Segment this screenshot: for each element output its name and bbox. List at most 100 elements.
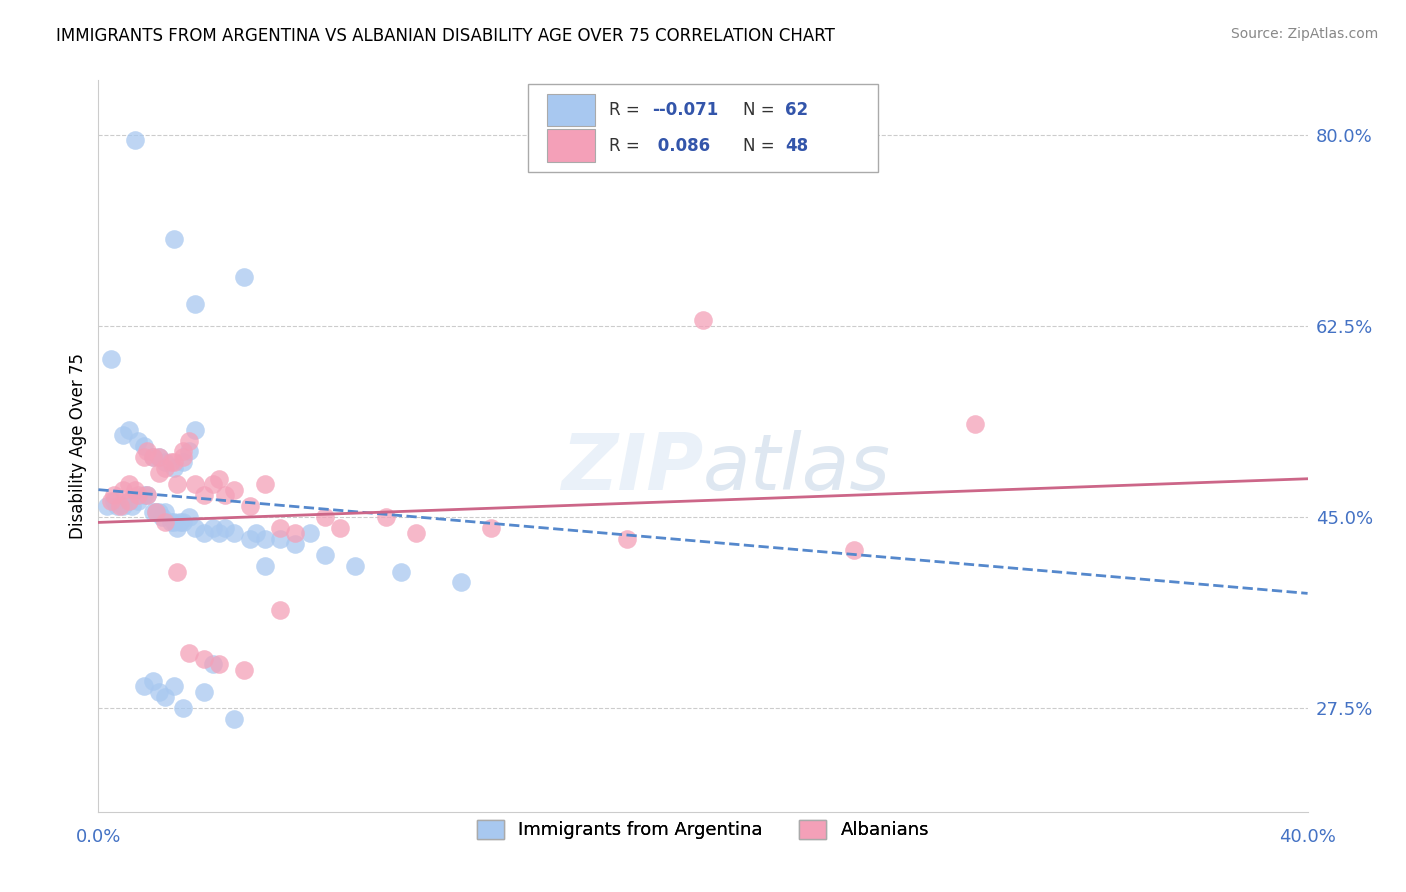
Text: 40.0%: 40.0% xyxy=(1279,828,1336,847)
Text: ZIP: ZIP xyxy=(561,430,703,506)
Point xyxy=(172,450,194,464)
Point xyxy=(166,521,188,535)
Point xyxy=(253,559,276,574)
Point xyxy=(450,575,472,590)
Point xyxy=(179,510,201,524)
Point xyxy=(142,450,165,464)
Point xyxy=(184,521,207,535)
Point xyxy=(111,428,134,442)
Point xyxy=(253,477,276,491)
Point xyxy=(193,652,215,666)
Legend: Immigrants from Argentina, Albanians: Immigrants from Argentina, Albanians xyxy=(470,813,936,847)
Point xyxy=(616,532,638,546)
Point xyxy=(118,493,141,508)
Point xyxy=(132,679,155,693)
Point xyxy=(481,521,503,535)
Point xyxy=(184,477,207,491)
Point xyxy=(142,673,165,688)
Point xyxy=(124,133,146,147)
Point xyxy=(127,493,149,508)
Text: 0.0%: 0.0% xyxy=(76,828,121,847)
Point xyxy=(148,684,170,698)
Point xyxy=(299,526,322,541)
Point xyxy=(389,565,412,579)
Text: IMMIGRANTS FROM ARGENTINA VS ALBANIAN DISABILITY AGE OVER 75 CORRELATION CHART: IMMIGRANTS FROM ARGENTINA VS ALBANIAN DI… xyxy=(56,27,835,45)
Point xyxy=(232,663,254,677)
Point xyxy=(142,504,165,518)
Point xyxy=(844,542,866,557)
Point xyxy=(145,504,167,518)
Point xyxy=(96,499,118,513)
Point xyxy=(208,472,231,486)
Point xyxy=(193,684,215,698)
Point xyxy=(153,455,176,469)
Point xyxy=(208,526,231,541)
Point xyxy=(172,444,194,458)
Point xyxy=(214,521,236,535)
Point xyxy=(224,526,246,541)
Point xyxy=(269,603,291,617)
Point xyxy=(314,548,336,562)
Point xyxy=(142,450,165,464)
Point xyxy=(253,532,276,546)
Point xyxy=(179,434,201,448)
Text: N =: N = xyxy=(742,136,780,154)
Point xyxy=(269,521,291,535)
Point xyxy=(135,488,157,502)
Point xyxy=(148,504,170,518)
FancyBboxPatch shape xyxy=(527,84,879,171)
Point xyxy=(172,701,194,715)
Point xyxy=(179,647,201,661)
Point xyxy=(329,521,352,535)
Point xyxy=(127,434,149,448)
FancyBboxPatch shape xyxy=(547,94,595,126)
Point xyxy=(166,565,188,579)
Point xyxy=(153,516,176,530)
Point xyxy=(374,510,396,524)
Point xyxy=(202,477,225,491)
Point xyxy=(108,499,131,513)
Point xyxy=(166,477,188,491)
Point xyxy=(284,526,307,541)
Point xyxy=(160,455,183,469)
Point xyxy=(118,423,141,437)
Point xyxy=(135,488,157,502)
Point xyxy=(202,657,225,672)
Y-axis label: Disability Age Over 75: Disability Age Over 75 xyxy=(69,353,87,539)
Point xyxy=(132,450,155,464)
Point xyxy=(111,499,134,513)
Point xyxy=(118,477,141,491)
Point xyxy=(405,526,427,541)
Point xyxy=(208,657,231,672)
Point xyxy=(100,493,122,508)
Point xyxy=(153,460,176,475)
Point xyxy=(239,532,262,546)
Point xyxy=(184,297,207,311)
Point xyxy=(314,510,336,524)
Text: R =: R = xyxy=(609,136,645,154)
Text: atlas: atlas xyxy=(703,430,891,506)
Point xyxy=(124,483,146,497)
Point xyxy=(172,455,194,469)
Point xyxy=(344,559,367,574)
Point xyxy=(284,537,307,551)
Point xyxy=(224,712,246,726)
Point xyxy=(163,455,186,469)
Point xyxy=(103,488,125,502)
Point xyxy=(179,444,201,458)
Point xyxy=(163,460,186,475)
Text: 0.086: 0.086 xyxy=(652,136,710,154)
Text: 48: 48 xyxy=(785,136,808,154)
Point xyxy=(145,504,167,518)
Point xyxy=(153,690,176,704)
Point xyxy=(214,488,236,502)
Point xyxy=(232,269,254,284)
Point xyxy=(160,516,183,530)
Point xyxy=(132,488,155,502)
Point xyxy=(163,516,186,530)
Point xyxy=(193,488,215,502)
Point xyxy=(111,483,134,497)
Point xyxy=(239,499,262,513)
Text: --0.071: --0.071 xyxy=(652,101,718,120)
Point xyxy=(150,510,173,524)
